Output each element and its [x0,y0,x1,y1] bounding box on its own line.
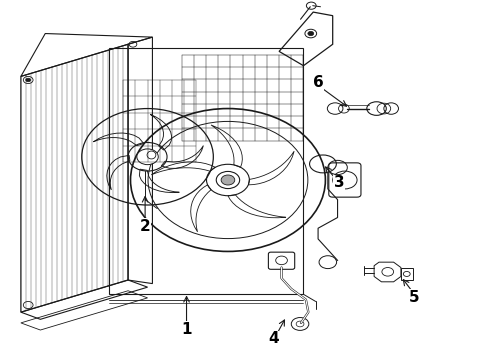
Text: 4: 4 [268,332,279,346]
Text: 6: 6 [313,75,323,90]
Circle shape [137,149,158,165]
Circle shape [221,175,235,185]
Circle shape [216,171,240,189]
Text: 3: 3 [334,175,344,190]
Circle shape [26,78,30,82]
Text: 5: 5 [409,290,420,305]
Text: 1: 1 [181,322,192,337]
Bar [401,267,413,280]
Circle shape [308,31,314,36]
Text: 2: 2 [140,219,150,234]
